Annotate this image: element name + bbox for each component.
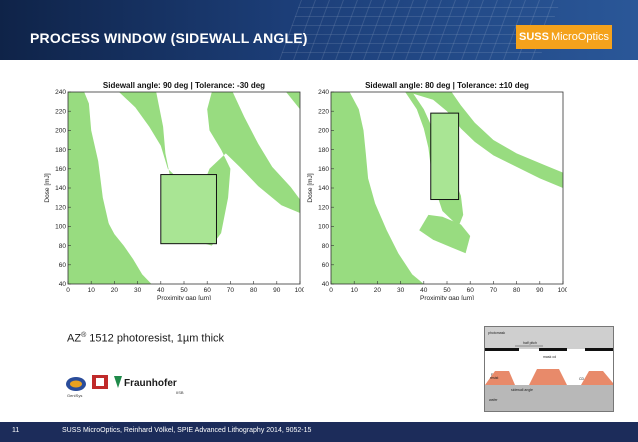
- page-title: PROCESS WINDOW (SIDEWALL ANGLE): [30, 30, 308, 46]
- caption-rest: 1512 photoresist, 1µm thick: [86, 332, 225, 345]
- y-tick-label: 140: [55, 185, 66, 192]
- y-tick-label: 80: [59, 243, 67, 250]
- x-tick-label: 10: [88, 287, 96, 294]
- proximity-lithography-schematic: photomask half pitch mask cd gap resist …: [484, 326, 614, 412]
- y-tick-label: 80: [322, 243, 330, 250]
- process-region-3: [119, 92, 300, 246]
- x-tick-label: 70: [490, 287, 498, 294]
- resist-profile: [485, 369, 613, 385]
- y-tick-label: 40: [322, 281, 330, 288]
- chart-sidewall-80: 0 10 20 30 40 50 60 70 80 90 100 240 220 200 180 160 140…: [305, 78, 567, 300]
- y-tick-label: 240: [318, 89, 329, 96]
- y-tick-label: 180: [55, 147, 66, 154]
- schematic-sidewall-label: sidewall angle: [511, 388, 533, 392]
- genisys-label: GenISys: [67, 393, 82, 398]
- x-tick-label: 90: [536, 287, 544, 294]
- fraunhofer-sub: IISB: [176, 390, 184, 395]
- logo-text: SUSS MicroOptics: [519, 31, 609, 43]
- logo-name: MicroOptics: [550, 31, 610, 43]
- schematic-mask-cd-label: mask cd: [543, 355, 556, 359]
- y-tick-label: 180: [318, 147, 329, 154]
- schematic-graphic: photomask half pitch mask cd gap resist …: [485, 327, 613, 411]
- y-tick-label: 60: [59, 262, 67, 269]
- x-tick-label: 50: [180, 287, 188, 294]
- photomask-layer: [485, 327, 613, 349]
- y-axis-label: Dose [mJ]: [44, 173, 51, 202]
- header-banner: PROCESS WINDOW (SIDEWALL ANGLE) SUSS Micr…: [0, 0, 638, 60]
- footer-citation: SUSS MicroOptics, Reinhard Völkel, SPIE …: [62, 427, 312, 434]
- y-tick-label: 100: [55, 224, 66, 231]
- footer-bar: 11 SUSS MicroOptics, Reinhard Völkel, SP…: [0, 422, 638, 442]
- y-tick-label: 200: [55, 128, 66, 135]
- y-tick-label: 40: [59, 281, 67, 288]
- y-axis-label: Dose [mJ]: [307, 173, 314, 202]
- y-tick-label: 160: [318, 166, 329, 173]
- y-tick-label: 240: [55, 89, 66, 96]
- x-tick-label: 40: [157, 287, 165, 294]
- process-region-2: [93, 188, 152, 284]
- chart-title: Sidewall angle: 80 deg | Tolerance: ±10 …: [365, 81, 529, 90]
- y-tick-label: 200: [318, 128, 329, 135]
- chart-sidewall-90: 0 10 20 30 40 50 60 70 80 90 100 240 220 200 180 160 140…: [42, 78, 304, 300]
- process-region-4: [419, 214, 471, 254]
- schematic-photomask-label: photomask: [488, 331, 505, 335]
- caption-brand: AZ: [67, 332, 82, 345]
- x-tick-label: 60: [204, 287, 212, 294]
- process-region-4: [286, 92, 300, 110]
- x-tick-label: 100: [295, 287, 304, 294]
- university-logo-inner: [96, 378, 104, 386]
- y-tick-label: 140: [318, 185, 329, 192]
- y-tick-label: 120: [55, 204, 66, 211]
- x-tick-label: 10: [351, 287, 359, 294]
- x-tick-label: 0: [329, 287, 333, 294]
- y-tick-label: 60: [322, 262, 330, 269]
- schematic-half-pitch-label: half pitch: [523, 341, 537, 345]
- chart-svg: 0 10 20 30 40 50 60 70 80 90 100 240 220 200 180 160 140…: [307, 81, 567, 300]
- mask-chrome-left: [485, 348, 519, 351]
- partner-logos-graphic: GenISys Fraunhofer IISB: [66, 375, 184, 398]
- caption-registered-mark: ®: [81, 332, 87, 339]
- schematic-wafer-label: wafer: [489, 398, 498, 402]
- x-tick-label: 50: [443, 287, 451, 294]
- x-axis-label: Proximity gap [µm]: [420, 295, 474, 300]
- y-tick-label: 100: [318, 224, 329, 231]
- logo-brand: SUSS: [518, 31, 549, 43]
- chart-svg: 0 10 20 30 40 50 60 70 80 90 100 240 220 200 180 160 140…: [44, 81, 304, 300]
- chart-title: Sidewall angle: 90 deg | Tolerance: -30 …: [103, 81, 265, 90]
- y-tick-label: 220: [318, 108, 329, 115]
- mask-chrome-right: [585, 348, 613, 351]
- process-region-1: [331, 92, 424, 284]
- x-tick-label: 20: [374, 287, 382, 294]
- mask-chrome-mid: [539, 348, 567, 351]
- genisys-logo-inner: [70, 380, 82, 388]
- schematic-resist-label: resist: [490, 376, 498, 380]
- fraunhofer-name: Fraunhofer: [124, 378, 177, 389]
- x-tick-label: 30: [397, 287, 405, 294]
- x-tick-label: 40: [420, 287, 428, 294]
- process-window-box: [430, 112, 460, 201]
- process-window-box: [160, 174, 217, 245]
- fraunhofer-icon: [114, 376, 122, 388]
- x-tick-label: 70: [227, 287, 235, 294]
- x-tick-label: 90: [273, 287, 281, 294]
- wafer-layer: [485, 385, 613, 411]
- suss-logo: SUSS MicroOptics: [516, 25, 612, 49]
- x-tick-label: 60: [467, 287, 475, 294]
- y-tick-label: 220: [55, 108, 66, 115]
- x-axis-label: Proximity gap [µm]: [157, 295, 211, 300]
- x-tick-label: 0: [66, 287, 70, 294]
- x-tick-label: 100: [558, 287, 567, 294]
- x-tick-label: 20: [111, 287, 119, 294]
- partner-logos: GenISys Fraunhofer IISB: [64, 372, 194, 402]
- y-tick-label: 120: [318, 204, 329, 211]
- x-tick-label: 80: [513, 287, 521, 294]
- process-region-3: [407, 92, 563, 188]
- x-tick-label: 30: [134, 287, 142, 294]
- photoresist-caption: AZ® 1512 photoresist, 1µm thick: [67, 332, 224, 345]
- schematic-cd-label: CD: [579, 377, 585, 381]
- page-number: 11: [12, 427, 20, 434]
- y-tick-label: 160: [55, 166, 66, 173]
- x-tick-label: 80: [250, 287, 258, 294]
